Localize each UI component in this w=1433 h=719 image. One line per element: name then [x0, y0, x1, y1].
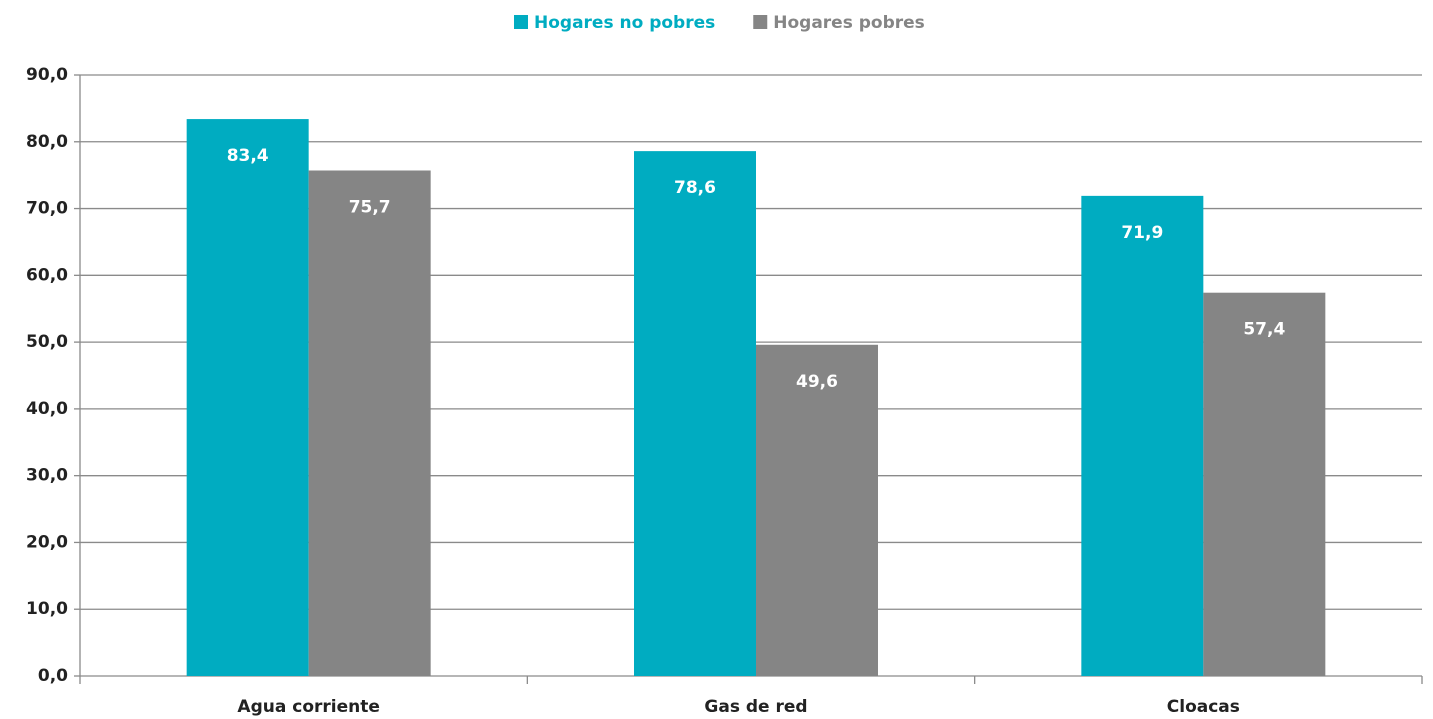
y-tick-label: 10,0: [26, 599, 68, 619]
y-tick-label: 60,0: [26, 265, 68, 285]
x-tick-label: Gas de red: [704, 697, 807, 717]
y-tick-label: 90,0: [26, 65, 68, 85]
bar: [186, 119, 309, 676]
y-tick-label: 20,0: [26, 532, 68, 552]
bar: [308, 170, 431, 676]
bar: [1081, 195, 1204, 676]
legend-swatch: [753, 15, 768, 29]
x-tick-label: Cloacas: [1167, 697, 1240, 717]
bar: [756, 344, 878, 676]
y-tick-label: 30,0: [26, 466, 68, 486]
data-label: 75,7: [349, 197, 391, 217]
y-tick-label: 80,0: [26, 132, 68, 152]
data-label: 49,6: [796, 372, 838, 392]
legend-label: Hogares no pobres: [534, 13, 715, 33]
bar: [1203, 292, 1326, 676]
legend-swatch: [514, 15, 528, 29]
y-tick-label: 0,0: [38, 666, 68, 686]
y-tick-label: 40,0: [26, 399, 68, 419]
bar: [634, 151, 756, 677]
data-label: 57,4: [1243, 320, 1285, 340]
y-tick-label: 50,0: [26, 332, 68, 352]
y-tick-label: 70,0: [26, 199, 68, 219]
data-label: 71,9: [1121, 223, 1163, 243]
data-label: 78,6: [674, 178, 716, 198]
data-label: 83,4: [227, 146, 269, 166]
x-tick-label: Agua corriente: [237, 697, 379, 717]
legend-label: Hogares pobres: [773, 13, 925, 33]
